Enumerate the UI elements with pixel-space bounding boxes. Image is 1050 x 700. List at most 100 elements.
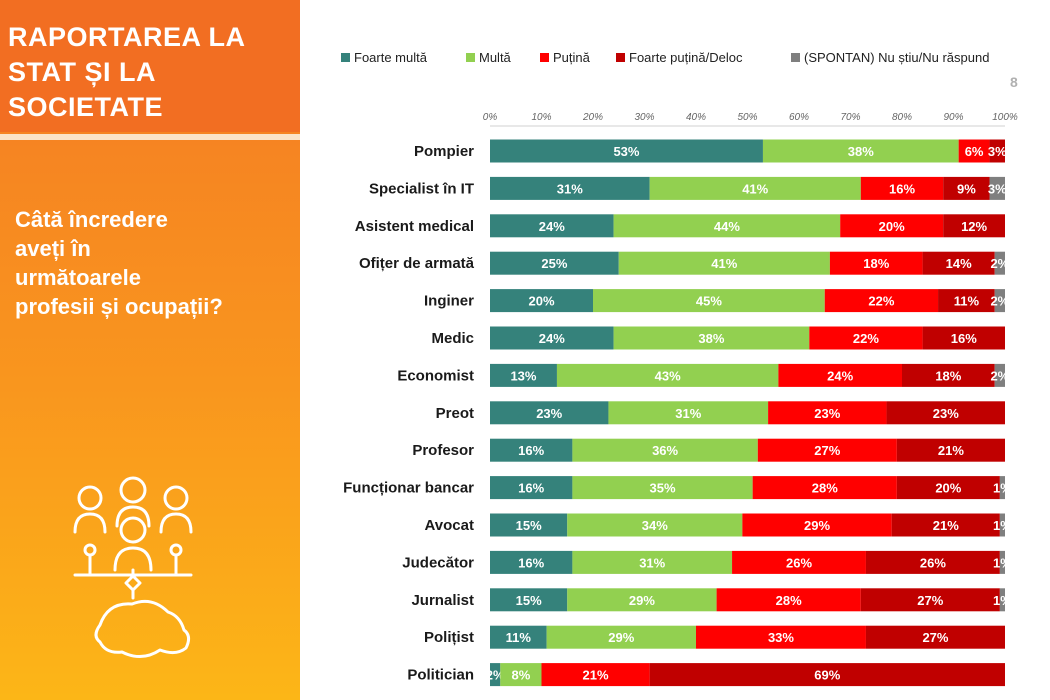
data-label: 15% xyxy=(516,518,542,533)
data-label: 44% xyxy=(714,219,740,234)
sidebar: RAPORTAREA LA STAT ȘI LA SOCIETATE Câtă … xyxy=(0,0,300,700)
bar-segment xyxy=(546,625,696,649)
bar-segment xyxy=(490,139,763,163)
bar-segment xyxy=(809,326,923,350)
people-network-romania-map-icon xyxy=(73,476,193,658)
data-label: 1% xyxy=(993,518,1012,533)
legend-item: Foarte puțină/Deloc xyxy=(616,50,742,66)
data-label: 25% xyxy=(541,256,567,271)
data-label: 18% xyxy=(863,256,889,271)
data-label: 29% xyxy=(608,630,634,645)
legend-swatch xyxy=(540,53,549,62)
data-label: 2% xyxy=(990,256,1009,271)
category-label: Avocat xyxy=(425,517,474,534)
bar-segment xyxy=(608,401,769,425)
bar-segment xyxy=(732,550,866,574)
bar-segment xyxy=(490,176,650,200)
data-label: 2% xyxy=(486,668,505,683)
bar-segment xyxy=(902,363,995,387)
bar-segment xyxy=(994,251,1005,275)
bar-segment xyxy=(938,289,995,313)
bar-segment xyxy=(593,289,825,313)
data-label: 41% xyxy=(742,181,768,196)
data-label: 21% xyxy=(933,518,959,533)
data-label: 1% xyxy=(993,481,1012,496)
data-label: 38% xyxy=(848,144,874,159)
data-label: 11% xyxy=(506,630,532,645)
bar-segment xyxy=(490,438,573,462)
bar-segment xyxy=(896,476,1000,500)
x-tick-label: 60% xyxy=(789,112,809,123)
legend-swatch xyxy=(791,53,800,62)
data-label: 16% xyxy=(518,555,544,570)
bar-segment xyxy=(490,401,609,425)
category-label: Specialist în IT xyxy=(369,180,474,197)
bar-segment xyxy=(618,251,830,275)
bar-segment xyxy=(572,438,758,462)
legend-item: (SPONTAN) Nu știu/Nu răspund xyxy=(791,50,989,66)
data-label: 16% xyxy=(951,331,977,346)
bar-segment xyxy=(943,176,990,200)
data-label: 24% xyxy=(539,219,565,234)
section-title: RAPORTAREA LA STAT ȘI LA SOCIETATE xyxy=(8,22,246,122)
data-label: 23% xyxy=(933,406,959,421)
data-label: 38% xyxy=(698,331,724,346)
data-label: 1% xyxy=(993,593,1012,608)
bar-segment xyxy=(490,663,501,687)
legend-label: Puțină xyxy=(553,50,590,65)
bar-segment xyxy=(649,663,1005,687)
data-label: 28% xyxy=(776,593,802,608)
x-tick-label: 30% xyxy=(634,112,654,123)
bar-segment xyxy=(999,476,1005,500)
data-label: 20% xyxy=(935,481,961,496)
category-label: Jurnalist xyxy=(411,592,474,609)
category-label: Economist xyxy=(397,367,474,384)
bar-segment xyxy=(865,550,1000,574)
bar-segment xyxy=(891,513,1000,537)
bar-segment xyxy=(572,476,753,500)
bar-segment xyxy=(613,326,810,350)
x-tick-label: 90% xyxy=(943,112,963,123)
bar-segment xyxy=(757,438,897,462)
bar-segment xyxy=(840,214,944,238)
bar-segment xyxy=(541,663,650,687)
bar-segment xyxy=(649,176,861,200)
data-label: 24% xyxy=(827,368,853,383)
category-label: Judecător xyxy=(402,554,474,571)
bar-segment xyxy=(999,513,1005,537)
category-label: Inginer xyxy=(424,293,474,310)
bar-segment xyxy=(989,139,1005,163)
bar-segment xyxy=(958,139,990,163)
legend-label: (SPONTAN) Nu știu/Nu răspund xyxy=(804,50,990,65)
data-label: 9% xyxy=(957,181,976,196)
bar-segment xyxy=(556,363,779,387)
legend-item: Foarte multă xyxy=(341,50,427,66)
data-label: 29% xyxy=(804,518,830,533)
data-label: 69% xyxy=(814,668,840,683)
x-tick-label: 100% xyxy=(992,112,1018,123)
bar-segment xyxy=(896,438,1005,462)
bar-segment xyxy=(999,550,1005,574)
bar-segment xyxy=(490,214,614,238)
data-label: 6% xyxy=(965,144,984,159)
data-label: 20% xyxy=(879,219,905,234)
category-label: Pompier xyxy=(414,143,474,160)
x-tick-label: 80% xyxy=(892,112,912,123)
data-label: 2% xyxy=(990,294,1009,309)
data-label: 31% xyxy=(675,406,701,421)
bar-segment xyxy=(824,289,939,313)
bar-segment xyxy=(696,625,866,649)
x-tick-label: 50% xyxy=(737,112,757,123)
x-tick-label: 0% xyxy=(483,112,498,123)
data-label: 21% xyxy=(583,668,609,683)
data-label: 18% xyxy=(935,368,961,383)
bar-segment xyxy=(762,139,959,163)
category-label: Preot xyxy=(436,405,474,422)
data-label: 35% xyxy=(650,481,676,496)
data-label: 24% xyxy=(539,331,565,346)
data-label: 11% xyxy=(954,294,980,309)
bar-segment xyxy=(778,363,902,387)
data-label: 53% xyxy=(613,144,639,159)
bar-segment xyxy=(490,251,619,275)
title-band xyxy=(0,0,300,132)
